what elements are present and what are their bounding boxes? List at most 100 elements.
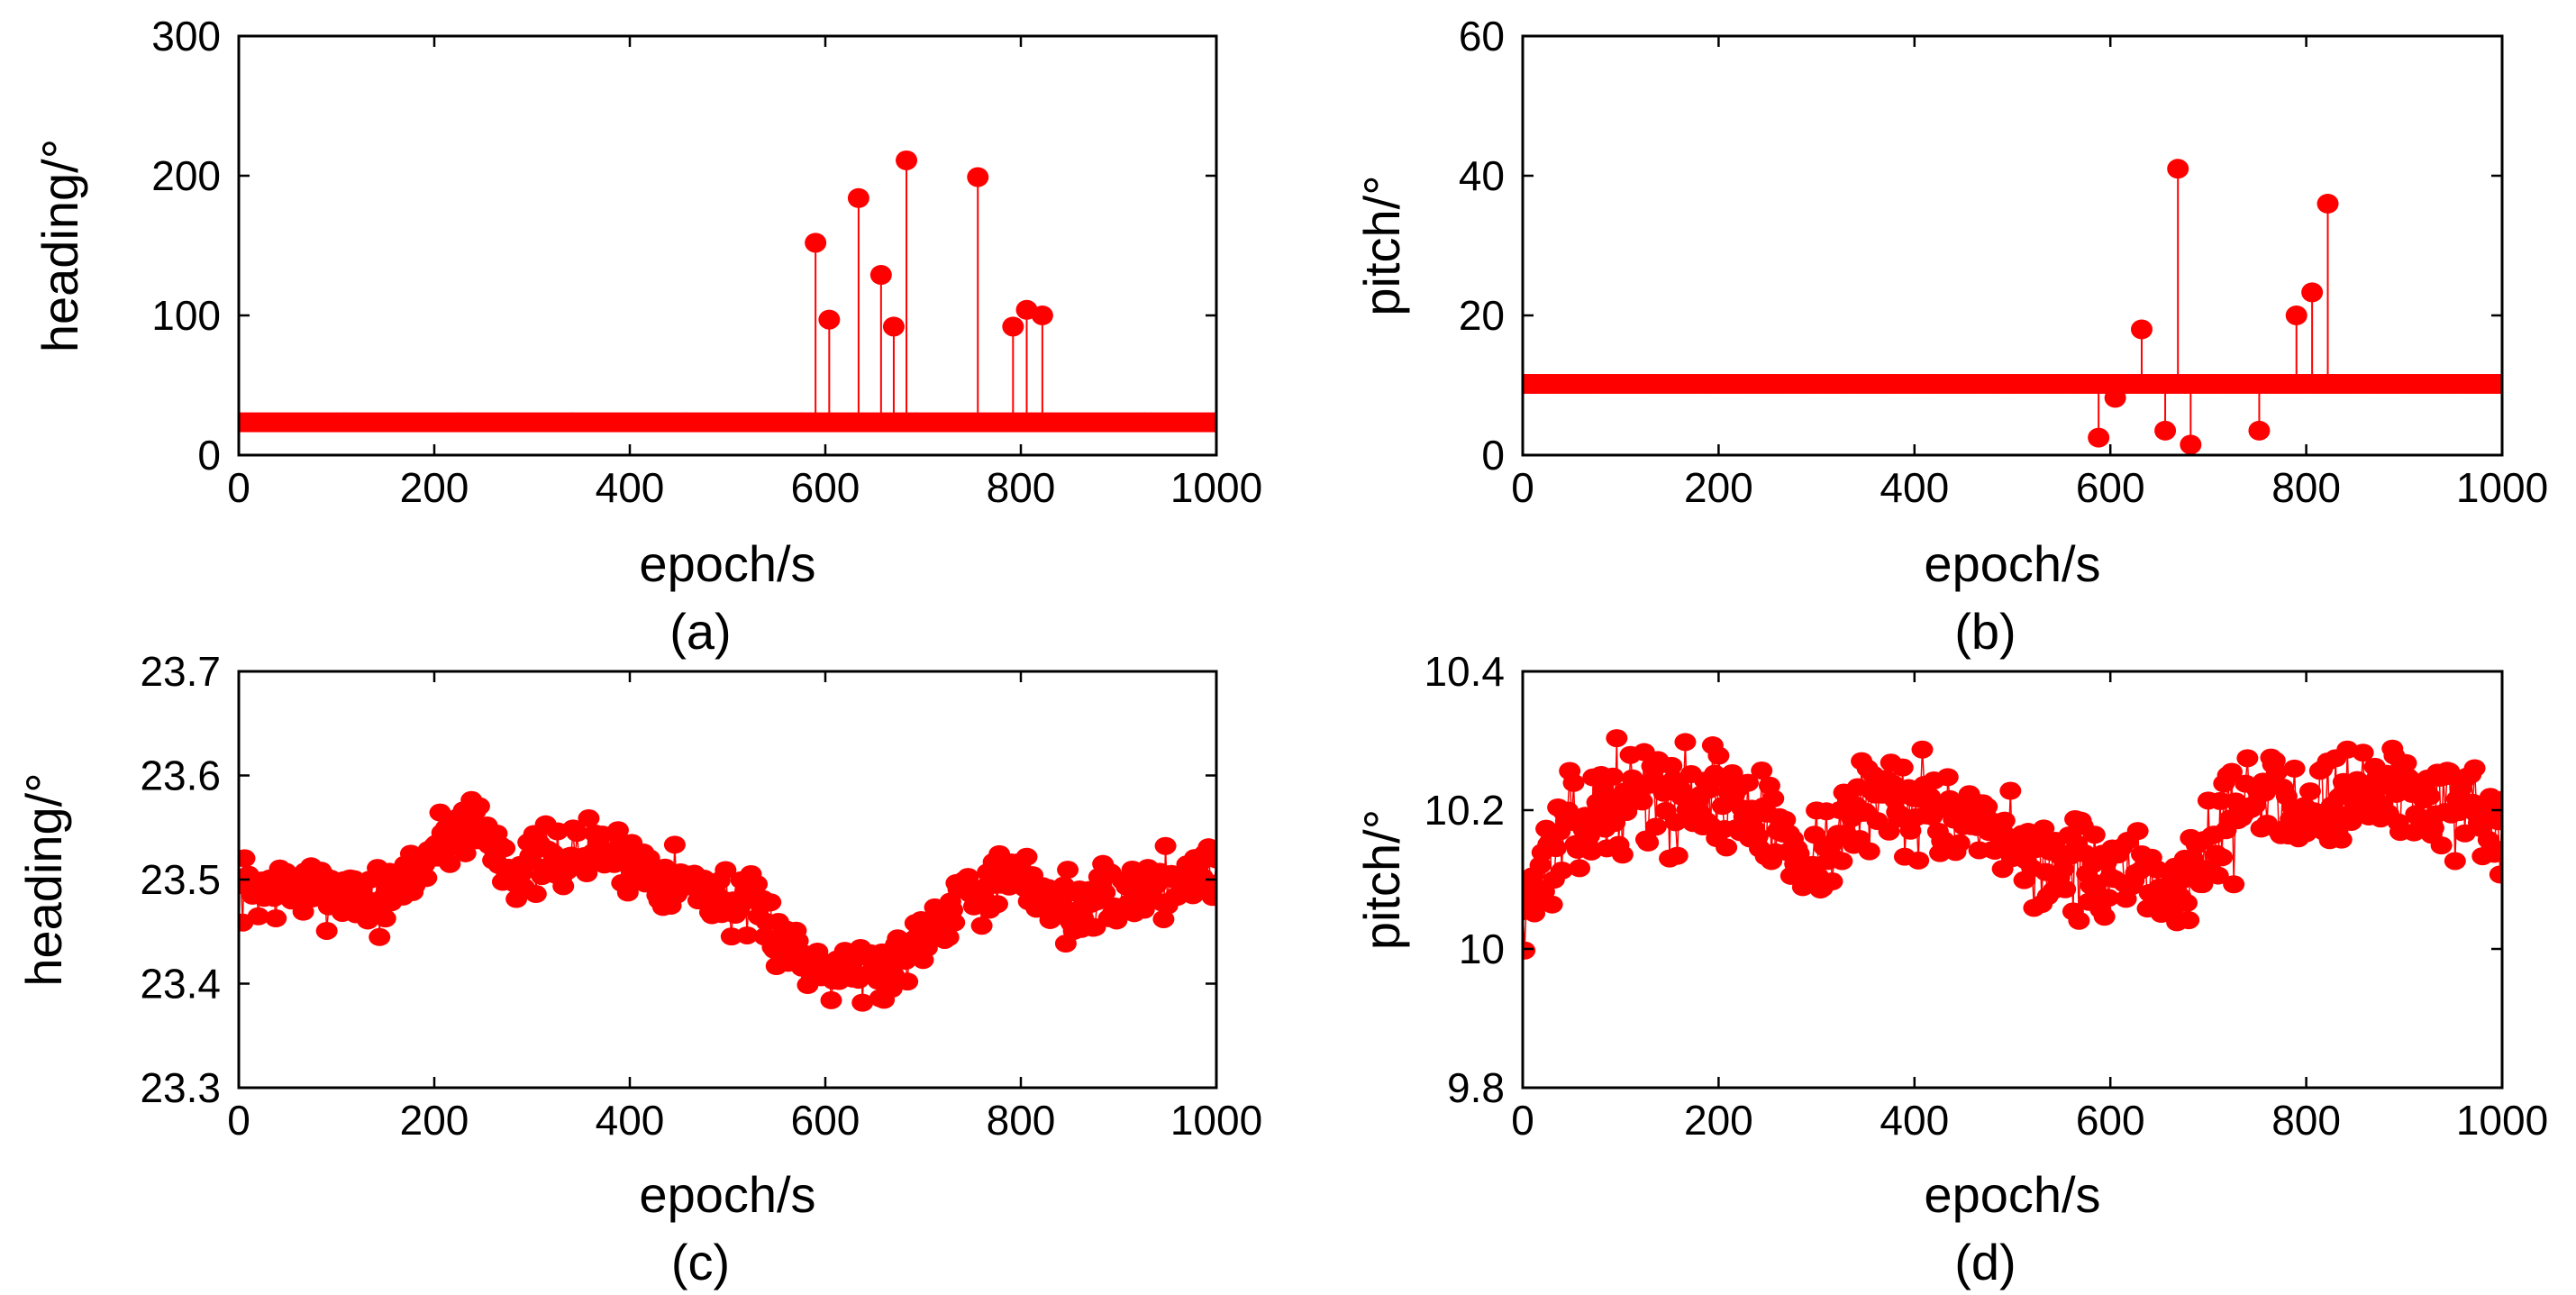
panel-label: (c) bbox=[671, 1234, 730, 1290]
data-point bbox=[1524, 904, 1546, 923]
data-point bbox=[1891, 758, 1914, 777]
x-tick-label: 200 bbox=[400, 1097, 469, 1144]
data-point bbox=[2126, 822, 2149, 841]
x-tick-label: 0 bbox=[1511, 464, 1534, 511]
data-point bbox=[2422, 818, 2444, 837]
data-point bbox=[2223, 875, 2245, 894]
data-point bbox=[736, 926, 759, 944]
data-point bbox=[1999, 781, 2022, 800]
data-point bbox=[787, 932, 809, 951]
data-point bbox=[2352, 743, 2374, 762]
data-point bbox=[265, 909, 287, 928]
data-point bbox=[1206, 412, 1216, 433]
outlier-point bbox=[869, 265, 892, 286]
x-axis-label: epoch/s bbox=[639, 535, 815, 592]
panel-label: (d) bbox=[1954, 1234, 2016, 1290]
x-tick-label: 0 bbox=[1511, 1097, 1534, 1144]
data-series bbox=[1523, 159, 2502, 455]
data-point bbox=[2283, 759, 2306, 778]
data-series bbox=[239, 150, 1216, 433]
chart-panel-c: 0 200 400 600 800 1000 23.3 23.4 23.5 23.6 23.7 epo… bbox=[15, 648, 1262, 1290]
data-point bbox=[2330, 830, 2353, 849]
outlier-point bbox=[818, 309, 841, 330]
y-tick-label: 23.4 bbox=[140, 961, 221, 1008]
data-point bbox=[1911, 740, 1934, 759]
data-point bbox=[1562, 773, 1585, 792]
x-tick-label: 400 bbox=[596, 464, 665, 511]
data-point bbox=[897, 972, 919, 991]
y-tick-label: 60 bbox=[1459, 13, 1505, 59]
data-point bbox=[1716, 838, 1738, 857]
outlier-point bbox=[2317, 194, 2339, 214]
x-tick-label: 0 bbox=[227, 464, 250, 511]
x-tick-label: 400 bbox=[1880, 464, 1949, 511]
axes-frame bbox=[1521, 34, 2504, 457]
outlier-point bbox=[882, 316, 905, 337]
y-tick-label: 9.8 bbox=[1447, 1064, 1505, 1111]
x-tick-label: 400 bbox=[1880, 1097, 1949, 1144]
outlier-point bbox=[2088, 427, 2110, 448]
data-point bbox=[606, 821, 629, 840]
x-axis-label: epoch/s bbox=[1924, 1166, 2100, 1223]
data-point bbox=[663, 835, 686, 854]
data-point bbox=[2463, 759, 2486, 778]
y-tick-label: 10.4 bbox=[1424, 648, 1505, 695]
data-point bbox=[1737, 773, 1760, 792]
x-tick-label: 800 bbox=[2271, 464, 2341, 511]
data-point bbox=[415, 869, 438, 888]
x-axis-label: epoch/s bbox=[639, 1166, 815, 1223]
y-tick-label: 23.3 bbox=[140, 1064, 221, 1111]
data-point bbox=[1762, 789, 1785, 808]
data-point bbox=[1015, 847, 1038, 866]
data-point bbox=[1707, 746, 1730, 765]
axes-frame bbox=[237, 34, 1218, 457]
x-tick-label: 400 bbox=[596, 1097, 665, 1144]
data-point bbox=[552, 877, 575, 896]
data-point bbox=[1938, 789, 1961, 808]
data-point bbox=[1751, 761, 1773, 780]
x-tick-label: 1000 bbox=[1170, 1097, 1262, 1144]
data-point bbox=[1203, 874, 1216, 893]
data-point bbox=[616, 883, 639, 902]
chart-panel-a: 0 200 400 600 800 1000 0 100 200 300 epoch/s headin… bbox=[32, 13, 1262, 660]
data-point bbox=[292, 902, 314, 921]
data-point bbox=[524, 885, 547, 904]
data-point bbox=[1551, 862, 1573, 880]
data-point bbox=[315, 921, 338, 940]
outlier-point bbox=[967, 167, 989, 187]
data-point bbox=[1907, 851, 1930, 870]
data-point bbox=[357, 911, 379, 930]
data-point bbox=[943, 913, 966, 932]
data-point bbox=[2054, 880, 2077, 898]
outlier-point bbox=[847, 187, 869, 208]
data-point bbox=[1541, 895, 1563, 914]
data-point bbox=[494, 839, 516, 858]
data-point bbox=[2207, 866, 2229, 885]
outlier-point bbox=[2301, 282, 2324, 303]
data-point bbox=[1948, 834, 1971, 853]
outlier-point bbox=[1031, 306, 1053, 325]
data-point bbox=[1666, 846, 1689, 865]
data-point bbox=[2068, 911, 2090, 930]
data-point bbox=[439, 854, 461, 873]
x-tick-label: 1000 bbox=[2456, 464, 2548, 511]
data-point bbox=[1631, 792, 1653, 811]
data-point bbox=[820, 990, 842, 1009]
data-point bbox=[454, 844, 477, 862]
chart-panel-d: 0 200 400 600 800 1000 9.8 10 10.2 10.4 epoch/s pit… bbox=[1353, 648, 2548, 1290]
chart-panel-b: 0 200 400 600 800 1000 0 20 40 60 epoch/s pitch/° (b… bbox=[1353, 13, 2548, 660]
data-point bbox=[2033, 819, 2055, 838]
data-point bbox=[2418, 787, 2441, 806]
data-point bbox=[2098, 889, 2120, 907]
data-point bbox=[1821, 872, 1843, 891]
data-point bbox=[2083, 825, 2106, 844]
data-point bbox=[937, 928, 960, 947]
data-point bbox=[239, 849, 256, 868]
data-point bbox=[1523, 941, 1536, 960]
x-tick-label: 1000 bbox=[1170, 464, 1262, 511]
outlier-point bbox=[1002, 316, 1024, 337]
data-point bbox=[578, 809, 600, 828]
data-point bbox=[1993, 811, 2016, 830]
y-tick-label: 23.6 bbox=[140, 752, 221, 799]
data-series bbox=[1523, 729, 2502, 960]
